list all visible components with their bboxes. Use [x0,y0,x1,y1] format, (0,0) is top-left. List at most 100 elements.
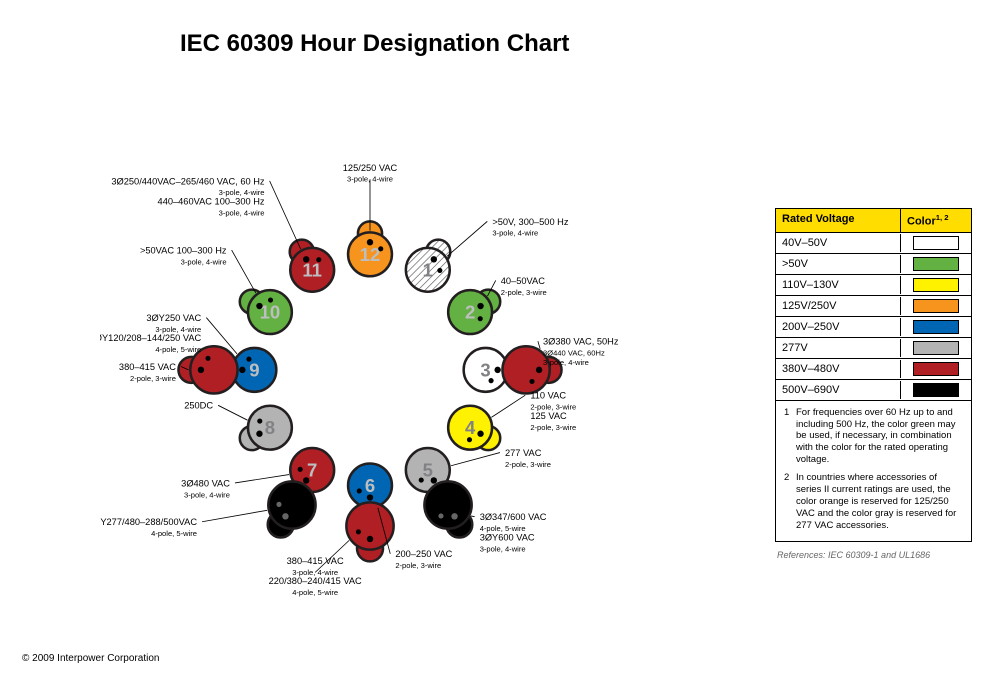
svg-text:12: 12 [360,244,381,265]
label-9outer: 380–415 VAC2-pole, 3-wire [119,362,176,383]
legend-row: 125V/250V [776,296,971,317]
label-6outer: 380–415 VAC3-pole, 4-wire220/380–240/415… [269,556,362,597]
color-swatch [913,278,959,292]
references-text: References: IEC 60309-1 and UL1686 [777,550,972,560]
legend-color-cell [901,296,971,316]
svg-text:4-pole, 5-wire: 4-pole, 5-wire [155,345,201,354]
svg-text:380–415 VAC: 380–415 VAC [287,556,344,566]
label-3outer: 3Ø380 VAC, 50Hz 3Ø440 VAC, 60Hz3-pole, 4-… [543,337,619,367]
legend-color-cell [901,380,971,400]
color-swatch [913,383,959,397]
svg-text:3Ø250/440VAC–265/460 VAC, 60 H: 3Ø250/440VAC–265/460 VAC, 60 Hz [111,176,265,186]
svg-text:3-pole, 4-wire: 3-pole, 4-wire [219,208,265,217]
svg-text:2-pole, 3-wire: 2-pole, 3-wire [530,423,576,432]
legend-color-cell [901,317,971,337]
svg-text:2-pole, 3-wire: 2-pole, 3-wire [395,561,441,570]
svg-text:3-pole, 4-wire: 3-pole, 4-wire [543,358,589,367]
plug-hour-6-outer [346,502,393,561]
label-1: >50V, 300–500 Hz 3-pole, 4-wire [492,217,569,238]
chart-title: IEC 60309 Hour Designation Chart [180,30,569,58]
label-10: >50VAC 100–300 Hz 3-pole, 4-wire [140,245,227,266]
plug-hour-1: 1 [406,240,450,292]
plug-hour-4: 4 [448,406,500,450]
legend-header-color: Color1, 2 [901,209,971,232]
svg-text:3-pole, 4-wire: 3-pole, 4-wire [181,257,227,266]
svg-text:3ØY277/480–288/500VAC: 3ØY277/480–288/500VAC [100,517,197,527]
svg-text:440–460VAC 100–300 Hz: 440–460VAC 100–300 Hz [158,197,265,207]
legend-row: 277V [776,338,971,359]
plug-hour-2: 2 [448,290,500,334]
svg-text:125/250 VAC: 125/250 VAC [343,163,398,173]
label-9: 3ØY250 VAC3-pole, 4-wire3ØY120/208–144/2… [100,313,202,354]
svg-text:>50V, 300–500 Hz: >50V, 300–500 Hz [492,217,569,227]
legend-voltage-label: 200V–250V [776,318,901,336]
plug-hour-7-outer [268,481,316,537]
svg-text:125 VAC: 125 VAC [530,411,567,421]
svg-text:3ØY250 VAC: 3ØY250 VAC [146,313,201,323]
svg-text:8: 8 [265,417,275,438]
svg-text:3ØY600 VAC: 3ØY600 VAC [480,532,535,542]
svg-text:3: 3 [480,359,490,380]
legend-row: 40V–50V [776,233,971,254]
legend-row: 500V–690V [776,380,971,401]
svg-text:40–50VAC: 40–50VAC [501,276,545,286]
color-swatch [913,320,959,334]
legend-color-cell [901,233,971,253]
svg-text:3Ø440 VAC, 60Hz: 3Ø440 VAC, 60Hz [543,349,605,358]
svg-text:5: 5 [423,459,433,480]
svg-text:2-pole, 3-wire: 2-pole, 3-wire [505,460,551,469]
svg-text:110 VAC: 110 VAC [530,391,566,401]
svg-text:250DC: 250DC [184,401,213,411]
legend-voltage-label: 277V [776,339,901,357]
legend-color-cell [901,275,971,295]
label-5outer: 3Ø347/600 VAC4-pole, 5-wire3ØY600 VAC3-p… [480,512,547,553]
color-swatch [913,362,959,376]
svg-text:2-pole, 3-wire: 2-pole, 3-wire [130,374,176,383]
plug-hour-11: 11 [290,240,334,292]
svg-text:3Ø480 VAC: 3Ø480 VAC [181,478,230,488]
svg-text:>50VAC 100–300 Hz: >50VAC 100–300 Hz [140,245,227,255]
legend-notes: 1For frequencies over 60 Hz up to and in… [776,401,971,542]
svg-text:3-pole, 4-wire: 3-pole, 4-wire [184,490,230,499]
svg-text:3Ø380 VAC, 50Hz: 3Ø380 VAC, 50Hz [543,337,619,347]
voltage-legend: Rated VoltageColor1, 240V–50V >50V 110V–13… [775,208,972,542]
legend-row: 110V–130V [776,275,971,296]
legend-row: 200V–250V [776,317,971,338]
svg-text:3-pole, 4-wire: 3-pole, 4-wire [492,229,538,238]
svg-text:3ØY120/208–144/250 VAC: 3ØY120/208–144/250 VAC [100,333,202,343]
color-swatch [913,341,959,355]
legend-voltage-label: 125V/250V [776,297,901,315]
label-7outer: 3ØY277/480–288/500VAC 4-pole, 5-wire [100,517,197,538]
legend-color-cell [901,254,971,274]
svg-text:3-pole, 4-wire: 3-pole, 4-wire [347,175,393,184]
color-swatch [913,257,959,271]
legend-voltage-label: 380V–480V [776,360,901,378]
svg-text:3-pole, 4-wire: 3-pole, 4-wire [480,544,526,553]
legend-voltage-label: 40V–50V [776,234,901,252]
legend-voltage-label: 110V–130V [776,276,901,294]
plug-hour-5-outer [424,481,472,537]
label-8: 250DC [184,401,213,411]
legend-note: 2In countries where accessories of serie… [784,472,963,531]
label-7: 3Ø480 VAC 3-pole, 4-wire [181,478,230,499]
svg-text:7: 7 [307,459,317,480]
plug-hour-10: 10 [240,290,292,334]
svg-text:6: 6 [365,475,375,496]
legend-color-cell [901,338,971,358]
legend-header: Rated VoltageColor1, 2 [776,209,971,233]
legend-voltage-label: >50V [776,255,901,273]
legend-row: >50V [776,254,971,275]
legend-row: 380V–480V [776,359,971,380]
svg-text:2: 2 [465,302,475,323]
legend-color-cell [901,359,971,379]
legend-header-voltage: Rated Voltage [776,209,901,232]
svg-text:10: 10 [260,302,281,323]
copyright-text: © 2009 Interpower Corporation [22,653,159,664]
svg-text:220/380–240/415 VAC: 220/380–240/415 VAC [269,576,362,586]
plug-hour-8: 8 [240,406,292,450]
svg-text:3Ø347/600 VAC: 3Ø347/600 VAC [480,512,547,522]
svg-text:1: 1 [423,259,433,280]
svg-text:4-pole, 5-wire: 4-pole, 5-wire [151,529,197,538]
label-2: 40–50VAC2-pole, 3-wire [501,276,547,297]
label-12: 125/250 VAC 3-pole, 4-wire [343,163,398,184]
